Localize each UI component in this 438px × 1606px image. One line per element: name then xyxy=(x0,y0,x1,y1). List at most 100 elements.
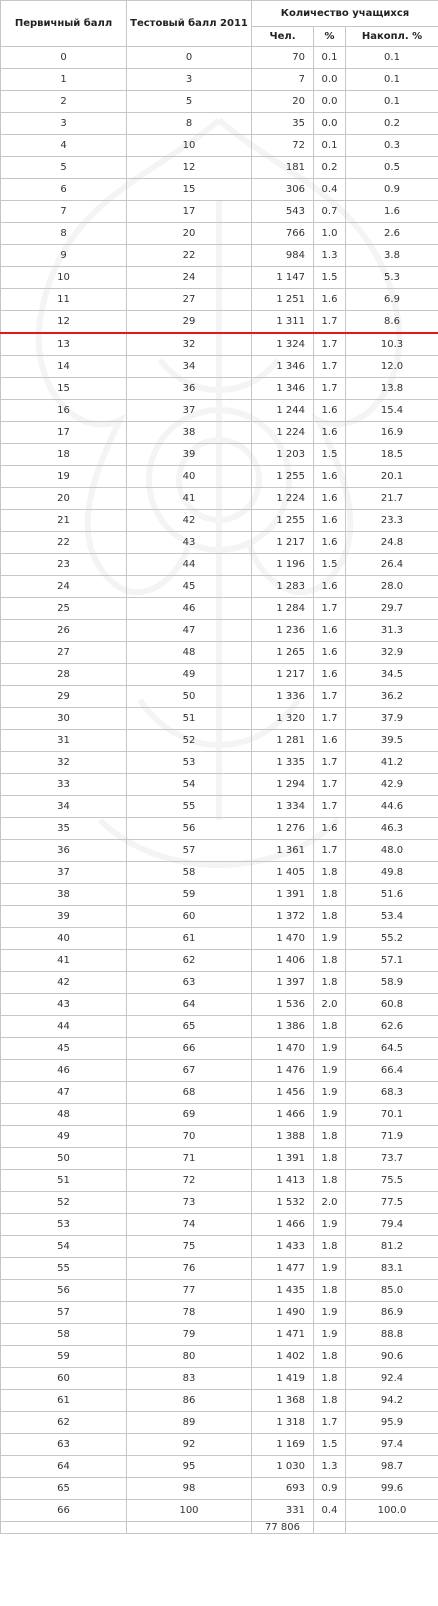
cumulative-percent-cell: 39.5 xyxy=(345,729,438,752)
percent-cell: 1.7 xyxy=(313,685,346,708)
cumulative-percent-cell: 15.4 xyxy=(345,399,438,422)
percent-cell: 1.7 xyxy=(313,1411,346,1434)
primary-score-cell: 31 xyxy=(0,729,127,752)
test-score-cell: 95 xyxy=(126,1455,252,1478)
people-count-cell: 1 402 xyxy=(251,1345,314,1368)
percent-cell: 1.6 xyxy=(313,421,346,444)
test-score-cell: 15 xyxy=(126,178,252,201)
people-count-cell: 1 318 xyxy=(251,1411,314,1434)
people-count-cell: 1 283 xyxy=(251,575,314,598)
table-row: 21 42 1 255 1.6 23.3 xyxy=(0,509,438,532)
people-count-cell: 1 224 xyxy=(251,421,314,444)
percent-cell: 1.9 xyxy=(313,1323,346,1346)
cumulative-percent-cell: 57.1 xyxy=(345,949,438,972)
people-count-cell: 1 236 xyxy=(251,619,314,642)
primary-score-cell: 42 xyxy=(0,971,127,994)
test-score-cell: 45 xyxy=(126,575,252,598)
cumulative-percent-cell: 16.9 xyxy=(345,421,438,444)
primary-score-cell: 41 xyxy=(0,949,127,972)
table-row: 9 22 984 1.3 3.8 xyxy=(0,244,438,267)
cumulative-percent-cell: 71.9 xyxy=(345,1125,438,1148)
table-row: 0 0 70 0.1 0.1 xyxy=(0,46,438,69)
cumulative-percent-cell: 58.9 xyxy=(345,971,438,994)
test-score-cell: 100 xyxy=(126,1499,252,1522)
percent-cell: 0.9 xyxy=(313,1477,346,1500)
cumulative-percent-cell: 53.4 xyxy=(345,905,438,928)
people-count-cell: 1 368 xyxy=(251,1389,314,1412)
people-count-cell: 1 334 xyxy=(251,795,314,818)
primary-score-cell: 24 xyxy=(0,575,127,598)
test-score-cell: 20 xyxy=(126,222,252,245)
test-score-cell: 67 xyxy=(126,1059,252,1082)
test-score-cell: 86 xyxy=(126,1389,252,1412)
people-count-cell: 1 405 xyxy=(251,861,314,884)
percent-cell: 1.8 xyxy=(313,1235,346,1258)
people-count-cell: 1 471 xyxy=(251,1323,314,1346)
table-row: 2 5 20 0.0 0.1 xyxy=(0,90,438,113)
people-count-cell: 1 391 xyxy=(251,883,314,906)
primary-score-cell: 5 xyxy=(0,156,127,179)
people-count-cell: 1 435 xyxy=(251,1279,314,1302)
primary-score-cell: 3 xyxy=(0,112,127,135)
percent-cell: 1.6 xyxy=(313,399,346,422)
table-row: 23 44 1 196 1.5 26.4 xyxy=(0,553,438,576)
primary-score-cell: 55 xyxy=(0,1257,127,1280)
primary-score-cell: 12 xyxy=(0,310,127,334)
percent-cell: 1.8 xyxy=(313,1389,346,1412)
cumulative-percent-cell: 28.0 xyxy=(345,575,438,598)
test-score-cell: 5 xyxy=(126,90,252,113)
test-score-cell: 77 xyxy=(126,1279,252,1302)
percent-header: % xyxy=(313,26,346,47)
cumulative-percent-cell: 73.7 xyxy=(345,1147,438,1170)
total-empty-cell xyxy=(345,1521,438,1534)
people-count-cell: 1 490 xyxy=(251,1301,314,1324)
cumulative-percent-cell: 62.6 xyxy=(345,1015,438,1038)
percent-cell: 1.6 xyxy=(313,619,346,642)
cumulative-percent-cell: 3.8 xyxy=(345,244,438,267)
percent-cell: 0.1 xyxy=(313,134,346,157)
percent-cell: 1.9 xyxy=(313,1213,346,1236)
people-count-cell: 1 147 xyxy=(251,266,314,289)
cumulative-percent-cell: 41.2 xyxy=(345,751,438,774)
cumulative-percent-cell: 85.0 xyxy=(345,1279,438,1302)
table-row: 6 15 306 0.4 0.9 xyxy=(0,178,438,201)
table-row: 4 10 72 0.1 0.3 xyxy=(0,134,438,157)
test-score-cell: 89 xyxy=(126,1411,252,1434)
test-score-cell: 55 xyxy=(126,795,252,818)
primary-score-cell: 4 xyxy=(0,134,127,157)
table-row: 64 95 1 030 1.3 98.7 xyxy=(0,1455,438,1478)
cumulative-percent-cell: 75.5 xyxy=(345,1169,438,1192)
percent-cell: 2.0 xyxy=(313,993,346,1016)
percent-cell: 1.7 xyxy=(313,773,346,796)
percent-cell: 1.6 xyxy=(313,575,346,598)
people-count-cell: 1 470 xyxy=(251,1037,314,1060)
table-row: 39 60 1 372 1.8 53.4 xyxy=(0,905,438,928)
test-score-cell: 61 xyxy=(126,927,252,950)
people-header: Чел. xyxy=(251,26,314,47)
primary-score-cell: 54 xyxy=(0,1235,127,1258)
primary-score-cell: 60 xyxy=(0,1367,127,1390)
cumulative-percent-cell: 29.7 xyxy=(345,597,438,620)
people-count-cell: 1 244 xyxy=(251,399,314,422)
percent-cell: 1.7 xyxy=(313,310,346,334)
cumulative-percent-cell: 44.6 xyxy=(345,795,438,818)
percent-cell: 0.0 xyxy=(313,68,346,91)
table-row: 50 71 1 391 1.8 73.7 xyxy=(0,1147,438,1170)
test-score-cell: 52 xyxy=(126,729,252,752)
people-count-cell: 72 xyxy=(251,134,314,157)
primary-score-cell: 33 xyxy=(0,773,127,796)
percent-cell: 0.2 xyxy=(313,156,346,179)
table-row: 15 36 1 346 1.7 13.8 xyxy=(0,377,438,400)
table-row: 20 41 1 224 1.6 21.7 xyxy=(0,487,438,510)
primary-score-cell: 32 xyxy=(0,751,127,774)
table-row: 61 86 1 368 1.8 94.2 xyxy=(0,1389,438,1412)
test-score-cell: 63 xyxy=(126,971,252,994)
primary-score-cell: 50 xyxy=(0,1147,127,1170)
table-row: 60 83 1 419 1.8 92.4 xyxy=(0,1367,438,1390)
percent-cell: 1.7 xyxy=(313,355,346,378)
test-score-cell: 44 xyxy=(126,553,252,576)
people-count-cell: 1 335 xyxy=(251,751,314,774)
primary-score-cell: 26 xyxy=(0,619,127,642)
test-score-cell: 49 xyxy=(126,663,252,686)
test-score-cell: 73 xyxy=(126,1191,252,1214)
